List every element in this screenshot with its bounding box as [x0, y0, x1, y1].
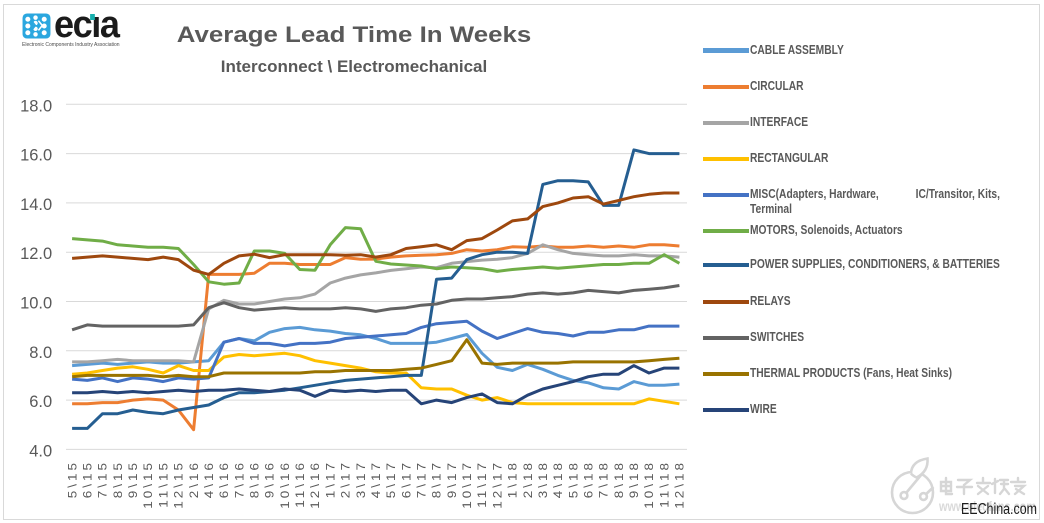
svg-text:9\15: 9\15	[126, 460, 140, 498]
svg-text:8\16: 8\16	[247, 460, 261, 498]
svg-text:10\18: 10\18	[642, 460, 656, 509]
svg-text:16.0: 16.0	[20, 147, 52, 165]
svg-text:11\18: 11\18	[657, 460, 671, 508]
svg-text:12\17: 12\17	[490, 460, 504, 509]
svg-text:4\16: 4\16	[202, 460, 216, 498]
svg-text:6\18: 6\18	[581, 460, 595, 498]
svg-text:6\15: 6\15	[80, 460, 94, 498]
svg-text:6.0: 6.0	[29, 393, 52, 411]
svg-text:8\15: 8\15	[111, 460, 125, 498]
svg-text:9\16: 9\16	[262, 460, 276, 498]
svg-text:18.0: 18.0	[20, 97, 52, 115]
svg-text:10\17: 10\17	[460, 460, 474, 509]
svg-text:9\17: 9\17	[445, 460, 459, 498]
svg-text:11\16: 11\16	[293, 460, 307, 508]
svg-text:5\18: 5\18	[566, 460, 580, 498]
svg-text:7\16: 7\16	[232, 460, 246, 498]
svg-text:7\18: 7\18	[596, 460, 610, 498]
svg-text:3\17: 3\17	[354, 460, 368, 498]
svg-text:10\16: 10\16	[278, 460, 292, 509]
svg-text:10\15: 10\15	[141, 460, 155, 509]
svg-text:12\18: 12\18	[672, 460, 686, 509]
svg-text:1\18: 1\18	[505, 460, 519, 498]
svg-text:7\15: 7\15	[95, 460, 109, 498]
svg-text:6\17: 6\17	[399, 460, 413, 498]
svg-text:11\17: 11\17	[475, 460, 489, 508]
svg-text:8.0: 8.0	[29, 344, 52, 362]
svg-text:2\16: 2\16	[187, 460, 201, 498]
svg-text:2\17: 2\17	[338, 460, 352, 498]
svg-text:9\18: 9\18	[627, 460, 641, 498]
svg-text:4.0: 4.0	[29, 442, 52, 460]
svg-text:7\17: 7\17	[414, 460, 428, 498]
svg-text:12\15: 12\15	[171, 460, 185, 509]
svg-text:10.0: 10.0	[20, 295, 52, 313]
svg-text:11\15: 11\15	[156, 460, 170, 508]
svg-text:12\16: 12\16	[308, 460, 322, 509]
svg-text:5\17: 5\17	[384, 460, 398, 498]
svg-text:4\17: 4\17	[369, 460, 383, 498]
svg-text:EEChina.com: EEChina.com	[961, 501, 1037, 518]
svg-text:www.elecfans.com: www.elecfans.com	[938, 499, 1036, 514]
svg-text:2\18: 2\18	[521, 460, 535, 498]
svg-text:8\17: 8\17	[429, 460, 443, 498]
svg-text:6\16: 6\16	[217, 460, 231, 498]
svg-text:4\18: 4\18	[551, 460, 565, 498]
svg-text:3\18: 3\18	[536, 460, 550, 498]
svg-text:1\17: 1\17	[323, 460, 337, 498]
svg-text:12.0: 12.0	[20, 245, 52, 263]
svg-text:14.0: 14.0	[20, 196, 52, 214]
svg-text:8\18: 8\18	[612, 460, 626, 498]
svg-text:5\15: 5\15	[65, 460, 79, 498]
